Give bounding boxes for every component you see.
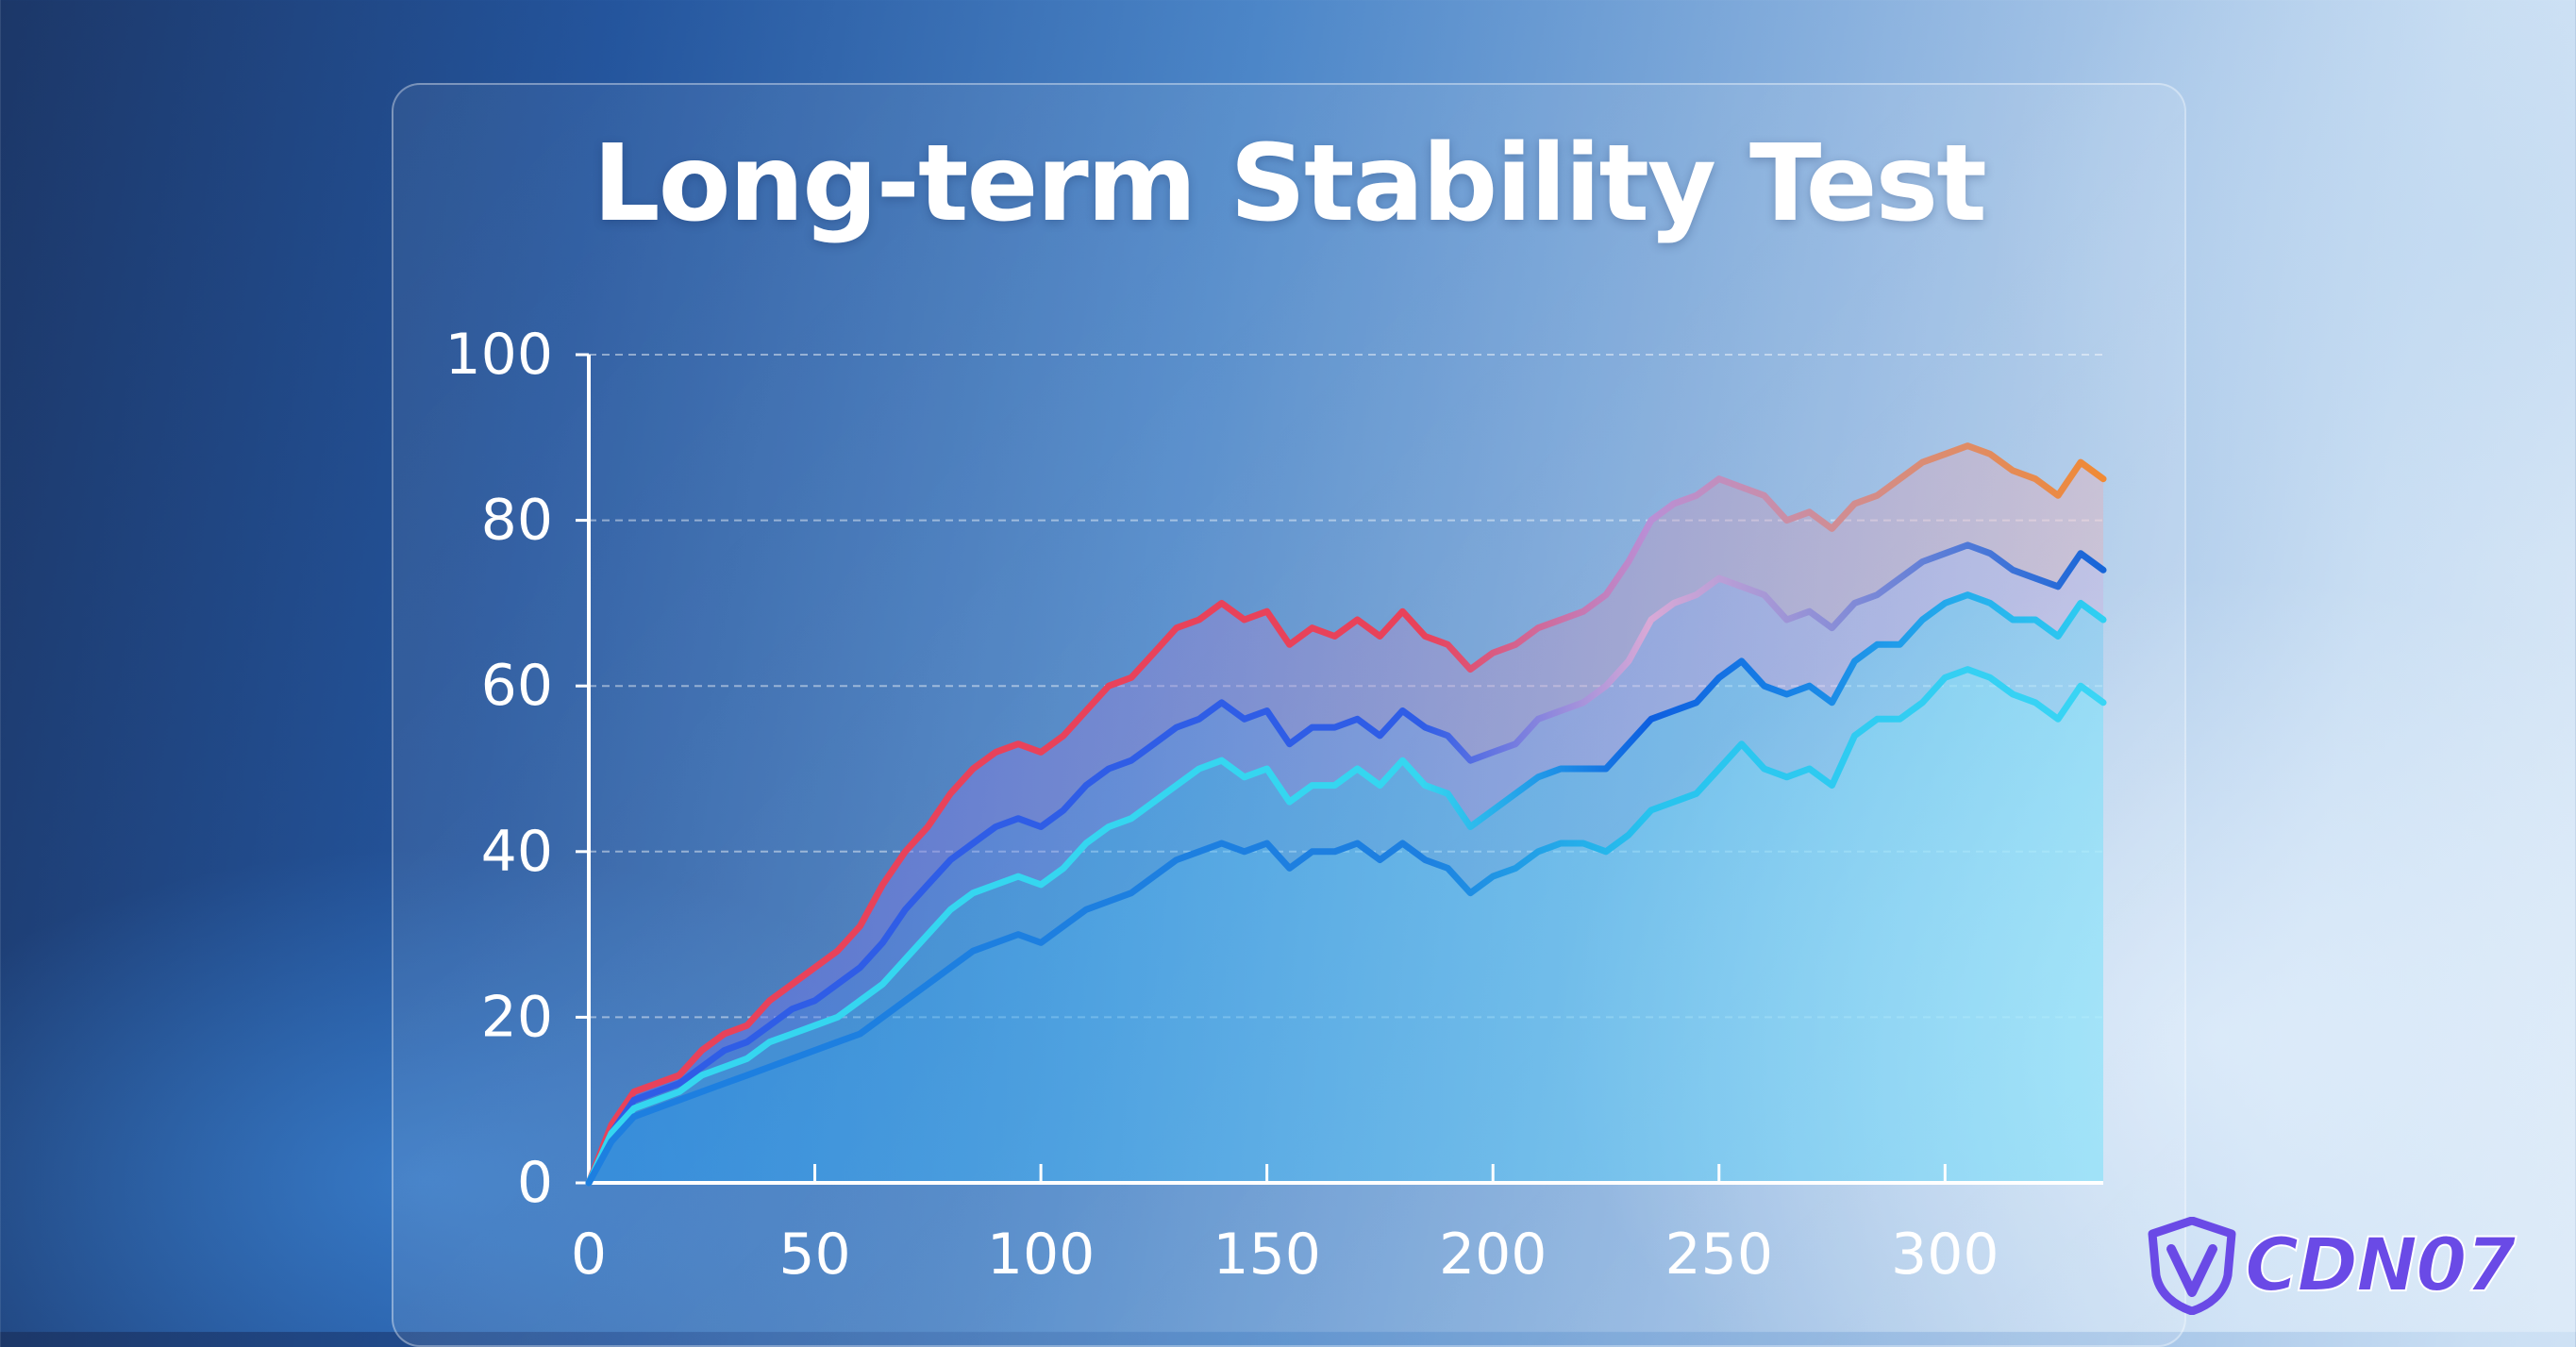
area-fill-upper — [589, 445, 2103, 1184]
y-tick-label: 20 — [481, 984, 553, 1050]
watermark-text: CDN07 — [2244, 1222, 2517, 1309]
watermark-logo: CDN07 — [2147, 1214, 2562, 1318]
x-tick-label: 300 — [1891, 1222, 1999, 1288]
area-fill-lower — [589, 669, 2103, 1183]
y-tick-label: 60 — [481, 653, 553, 719]
x-tick-label: 50 — [778, 1222, 850, 1288]
y-tick-label: 40 — [481, 819, 553, 885]
x-tick-label: 0 — [571, 1222, 607, 1288]
y-tick-label: 100 — [444, 322, 553, 388]
series-line-mid-lower — [585, 591, 2107, 1187]
y-tick-label: 0 — [517, 1150, 553, 1216]
axes — [576, 353, 2103, 1185]
area-fill-mid-lower — [589, 594, 2103, 1183]
series-lines — [585, 442, 2107, 1187]
x-tick-label: 100 — [987, 1222, 1096, 1288]
series-line-upper — [585, 442, 2107, 1187]
shield-v-icon — [2148, 1217, 2236, 1315]
series-line-mid-upper — [585, 541, 2107, 1187]
x-tick-label: 150 — [1213, 1222, 1321, 1288]
tick-labels: 0 20 40 60 80 100 0 50 100 150 200 250 300 — [444, 322, 1999, 1288]
x-tick-label: 200 — [1439, 1222, 1547, 1288]
chart-title: Long-term Stability Test — [593, 123, 1986, 245]
x-tick-label: 250 — [1664, 1222, 1773, 1288]
area-fills — [589, 445, 2103, 1184]
y-tick-label: 80 — [481, 488, 553, 554]
series-line-lower — [585, 666, 2107, 1187]
